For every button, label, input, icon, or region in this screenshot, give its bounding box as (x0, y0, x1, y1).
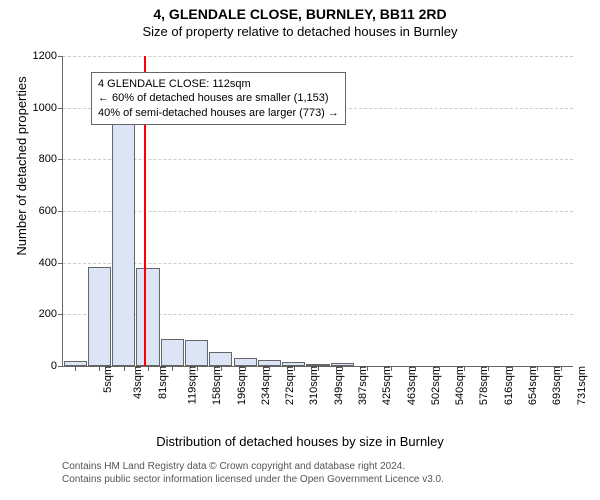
xtick-label: 463sqm (402, 366, 418, 405)
xtick-label: 349sqm (329, 366, 345, 405)
grid-line (63, 56, 573, 57)
xtick-mark (75, 366, 76, 371)
xtick-mark (391, 366, 392, 371)
xtick-label: 158sqm (207, 366, 223, 405)
xtick-label: 119sqm (182, 366, 198, 404)
xtick-mark (512, 366, 513, 371)
ytick-label: 400 (39, 257, 63, 269)
x-axis-label: Distribution of detached houses by size … (0, 434, 600, 449)
xtick-mark (172, 366, 173, 371)
xtick-mark (561, 366, 562, 371)
xtick-label: 425sqm (377, 366, 393, 405)
plot-area: 0200400600800100012005sqm43sqm81sqm119sq… (62, 56, 573, 367)
infobox-line2: ← 60% of detached houses are smaller (1,… (98, 91, 339, 105)
xtick-label: 578sqm (475, 366, 491, 405)
ytick-label: 200 (39, 308, 63, 320)
infobox-line3: 40% of semi-detached houses are larger (… (98, 106, 339, 120)
xtick-mark (148, 366, 149, 371)
xtick-mark (488, 366, 489, 371)
ytick-label: 1000 (33, 102, 63, 114)
histogram-bar (234, 358, 257, 366)
xtick-mark (294, 366, 295, 371)
xtick-label: 387sqm (353, 366, 369, 405)
marker-info-box: 4 GLENDALE CLOSE: 112sqm ← 60% of detach… (91, 72, 346, 125)
histogram-bar (112, 122, 135, 366)
xtick-mark (537, 366, 538, 371)
xtick-label: 502sqm (426, 366, 442, 405)
xtick-label: 616sqm (499, 366, 515, 405)
footer-attribution: Contains HM Land Registry data © Crown c… (62, 460, 444, 486)
xtick-label: 272sqm (280, 366, 296, 405)
ytick-label: 1200 (33, 50, 63, 62)
xtick-mark (415, 366, 416, 371)
xtick-label: 540sqm (450, 366, 466, 405)
xtick-mark (439, 366, 440, 371)
histogram-bar (161, 339, 184, 366)
xtick-label: 769sqm (596, 366, 600, 405)
footer-line1: Contains HM Land Registry data © Crown c… (62, 460, 444, 473)
xtick-label: 81sqm (153, 366, 169, 399)
histogram-bar (136, 268, 159, 366)
xtick-label: 43sqm (128, 366, 144, 399)
xtick-label: 5sqm (98, 366, 114, 393)
xtick-mark (99, 366, 100, 371)
xtick-mark (342, 366, 343, 371)
chart-title-line2: Size of property relative to detached ho… (0, 24, 600, 39)
ytick-label: 600 (39, 205, 63, 217)
xtick-label: 234sqm (256, 366, 272, 405)
chart-container: 4, GLENDALE CLOSE, BURNLEY, BB11 2RD Siz… (0, 0, 600, 500)
xtick-label: 196sqm (232, 366, 248, 405)
y-axis-label: Number of detached properties (14, 11, 29, 321)
xtick-label: 731sqm (572, 366, 588, 405)
grid-line (63, 211, 573, 212)
xtick-label: 310sqm (305, 366, 321, 405)
xtick-mark (124, 366, 125, 371)
grid-line (63, 263, 573, 264)
infobox-line1: 4 GLENDALE CLOSE: 112sqm (98, 77, 339, 91)
ytick-label: 0 (51, 360, 63, 372)
histogram-bar (185, 340, 208, 366)
xtick-mark (245, 366, 246, 371)
chart-title-line1: 4, GLENDALE CLOSE, BURNLEY, BB11 2RD (0, 6, 600, 22)
grid-line (63, 159, 573, 160)
xtick-mark (269, 366, 270, 371)
xtick-mark (367, 366, 368, 371)
xtick-mark (318, 366, 319, 371)
xtick-label: 654sqm (523, 366, 539, 405)
ytick-label: 800 (39, 153, 63, 165)
xtick-mark (464, 366, 465, 371)
xtick-mark (221, 366, 222, 371)
histogram-bar (209, 352, 232, 366)
footer-line2: Contains public sector information licen… (62, 473, 444, 486)
xtick-label: 693sqm (547, 366, 563, 405)
xtick-mark (197, 366, 198, 371)
histogram-bar (88, 267, 111, 366)
